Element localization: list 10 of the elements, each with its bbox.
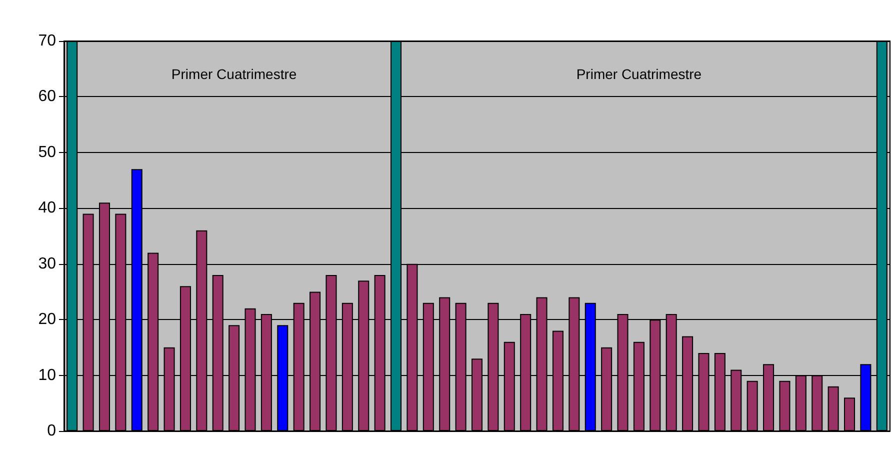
y-tick-label: 0 <box>47 422 56 440</box>
y-tick-label: 60 <box>38 88 56 106</box>
y-tick-label: 50 <box>38 144 56 161</box>
y-tick-label: 20 <box>38 311 56 328</box>
y-tick-label: 70 <box>38 32 56 50</box>
y-tick-label: 30 <box>38 255 56 272</box>
annotation: Primer Cuatrimestre <box>576 66 702 82</box>
annotation: Primer Cuatrimestre <box>171 66 297 82</box>
y-tick-label: 40 <box>38 200 56 217</box>
y-tick-label: 10 <box>38 366 56 384</box>
